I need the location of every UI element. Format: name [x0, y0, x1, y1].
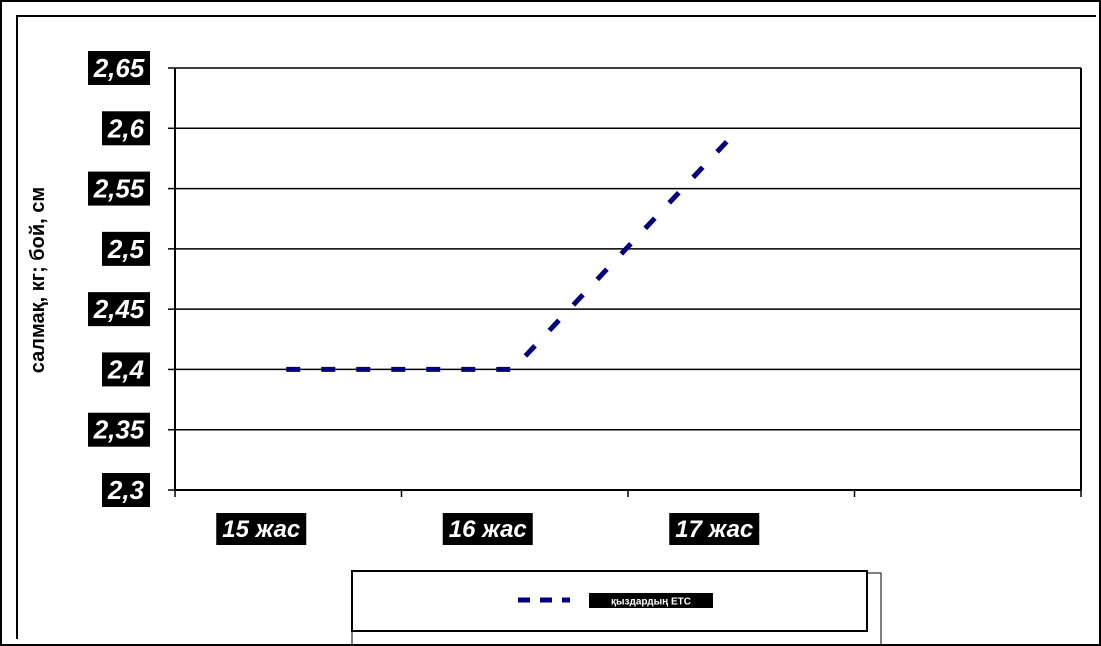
y-tick-label: 2,35 — [93, 415, 145, 445]
x-axis-ticks: 15 жас 16 жас 17 жас — [174, 490, 1082, 545]
y-tick-label: 2,6 — [107, 113, 145, 143]
x-tick-label: 15 жас — [222, 516, 300, 543]
legend-label: қыздардың ЕТС — [611, 597, 691, 608]
y-tick-label-bg — [88, 51, 150, 85]
y-tick-label: 2,55 — [93, 174, 145, 204]
y-tick-label-bg — [102, 352, 150, 387]
legend: қыздардың ЕТС — [351, 570, 882, 646]
x-tick-label-bg — [669, 513, 760, 545]
y-tick-label-bg — [102, 473, 150, 507]
x-tick-label: 17 жас — [675, 516, 753, 543]
y-axis-ticks: 2,3 2,35 2,4 2,45 2,5 2,55 2,6 2,65 — [88, 51, 175, 507]
y-tick-label-bg — [88, 412, 150, 447]
y-tick-label-bg — [88, 292, 150, 327]
series-line — [286, 126, 742, 372]
y-tick-label-bg — [102, 111, 150, 146]
y-tick-label-bg — [88, 171, 150, 206]
x-tick-label-bg — [442, 513, 533, 545]
axes — [174, 68, 1082, 491]
x-tick-label: 16 жас — [449, 516, 527, 543]
legend-label-bg — [589, 593, 713, 608]
series-layer — [286, 126, 742, 372]
y-axis-label: салмақ, кг; бой, см — [27, 187, 49, 373]
chart-inner-border — [16, 15, 1096, 639]
x-tick-label-bg — [216, 513, 307, 545]
y-tick-label: 2,45 — [93, 294, 145, 324]
y-tick-label-bg — [102, 231, 150, 266]
y-tick-label: 2,65 — [93, 53, 145, 83]
y-tick-label: 2,5 — [107, 234, 145, 264]
y-tick-label: 2,4 — [107, 354, 145, 384]
y-tick-label: 2,3 — [107, 475, 145, 505]
